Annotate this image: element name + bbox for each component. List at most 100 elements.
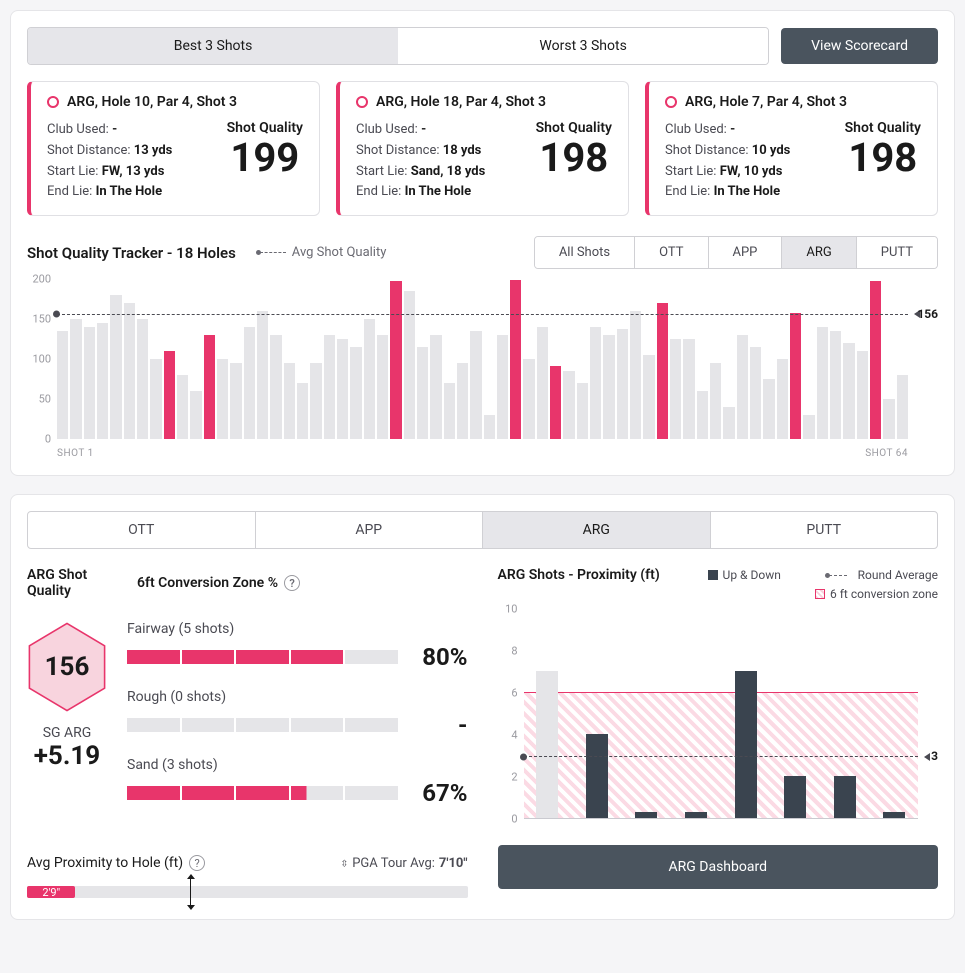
bottom-tab-ott[interactable]: OTT — [28, 512, 256, 548]
tracker-x-labels: SHOT 1 SHOT 64 — [57, 448, 908, 459]
tracker-bar[interactable] — [830, 331, 841, 439]
tracker-bar[interactable] — [364, 319, 375, 439]
tracker-bar[interactable] — [763, 379, 774, 439]
conversion-zone-list: Fairway (5 shots) 80% Rough (0 shots) - … — [127, 621, 468, 825]
tracker-bar[interactable] — [777, 359, 788, 439]
tracker-bar[interactable] — [324, 335, 335, 439]
tracker-bar[interactable] — [124, 303, 135, 439]
bottom-tab-arg[interactable]: ARG — [483, 512, 711, 548]
tracker-bar[interactable] — [230, 363, 241, 439]
tracker-tab-arg[interactable]: ARG — [782, 237, 856, 268]
tracker-bar[interactable] — [723, 407, 734, 439]
tracker-bar[interactable] — [404, 291, 415, 439]
tracker-bar[interactable] — [737, 335, 748, 439]
tracker-bar[interactable] — [630, 311, 641, 439]
tracker-bar[interactable] — [97, 323, 108, 439]
tracker-bar[interactable] — [563, 371, 574, 439]
tracker-bar[interactable] — [803, 415, 814, 439]
tab-best-shots[interactable]: Best 3 Shots — [28, 28, 398, 64]
tracker-bar[interactable] — [110, 295, 121, 439]
tracker-bar[interactable] — [550, 366, 561, 440]
tracker-bar[interactable] — [270, 335, 281, 439]
tracker-bar[interactable] — [70, 319, 81, 439]
tracker-bar[interactable] — [177, 375, 188, 439]
proximity-bar[interactable] — [685, 812, 707, 818]
proximity-bar[interactable] — [883, 812, 905, 818]
tracker-bar[interactable] — [390, 281, 401, 439]
tracker-bar[interactable] — [790, 313, 801, 439]
tracker-bar[interactable] — [244, 327, 255, 439]
tab-worst-shots[interactable]: Worst 3 Shots — [398, 28, 768, 64]
sg-value: +5.19 — [27, 741, 107, 771]
tracker-bar[interactable] — [590, 327, 601, 439]
proximity-bar[interactable] — [834, 776, 856, 818]
shot-cards: ARG, Hole 10, Par 4, Shot 3 Club Used: -… — [27, 81, 938, 216]
tracker-bar[interactable] — [683, 339, 694, 439]
proximity-fill: 2'9" — [27, 886, 75, 898]
tracker-bar[interactable] — [417, 347, 428, 439]
tracker-tab-putt[interactable]: PUTT — [857, 237, 937, 268]
tracker-bar[interactable] — [164, 351, 175, 439]
tracker-bar[interactable] — [150, 359, 161, 439]
tracker-bar[interactable] — [697, 391, 708, 439]
tracker-bar[interactable] — [350, 347, 361, 439]
tracker-tab-all-shots[interactable]: All Shots — [535, 237, 635, 268]
avg-proximity-label: Avg Proximity to Hole (ft) — [27, 855, 183, 871]
tracker-bar[interactable] — [204, 335, 215, 439]
shot-card[interactable]: ARG, Hole 18, Par 4, Shot 3 Club Used: -… — [336, 81, 629, 216]
conversion-percent: 67% — [412, 779, 468, 807]
tracker-bar[interactable] — [337, 339, 348, 439]
tracker-bar[interactable] — [710, 363, 721, 439]
tracker-bar[interactable] — [843, 343, 854, 439]
tracker-bar[interactable] — [670, 339, 681, 439]
tracker-bar[interactable] — [657, 303, 668, 439]
arg-dashboard-button[interactable]: ARG Dashboard — [498, 845, 939, 889]
tracker-tab-ott[interactable]: OTT — [635, 237, 708, 268]
tracker-bar[interactable] — [57, 331, 68, 439]
tracker-bar[interactable] — [84, 327, 95, 439]
help-icon[interactable]: ? — [189, 855, 205, 871]
bottom-tab-app[interactable]: APP — [256, 512, 484, 548]
tracker-bar[interactable] — [444, 383, 455, 439]
shot-card[interactable]: ARG, Hole 7, Par 4, Shot 3 Club Used: - … — [645, 81, 938, 216]
tracker-bar[interactable] — [484, 415, 495, 439]
shot-card-title: ARG, Hole 10, Par 4, Shot 3 — [67, 94, 237, 110]
tracker-bar[interactable] — [883, 399, 894, 439]
tracker-bar[interactable] — [377, 335, 388, 439]
proximity-bar[interactable] — [635, 812, 657, 818]
tracker-bar[interactable] — [897, 375, 908, 439]
tracker-bar[interactable] — [577, 383, 588, 439]
tracker-bar[interactable] — [643, 355, 654, 439]
bottom-tab-putt[interactable]: PUTT — [711, 512, 938, 548]
proximity-bar[interactable] — [536, 671, 558, 818]
tracker-bar[interactable] — [457, 363, 468, 439]
view-scorecard-button[interactable]: View Scorecard — [781, 28, 938, 64]
tracker-bar[interactable] — [470, 331, 481, 439]
tracker-bar[interactable] — [217, 359, 228, 439]
tracker-bar[interactable] — [617, 329, 628, 439]
help-icon[interactable]: ? — [284, 575, 300, 591]
proximity-avg-value: 3 — [931, 749, 938, 763]
tracker-bar[interactable] — [430, 335, 441, 439]
tracker-bar[interactable] — [257, 311, 268, 439]
tracker-bar[interactable] — [857, 351, 868, 439]
tracker-bar[interactable] — [497, 335, 508, 439]
proximity-bar[interactable] — [784, 776, 806, 818]
proximity-bar[interactable] — [735, 671, 757, 818]
tracker-bar[interactable] — [817, 327, 828, 439]
shot-card[interactable]: ARG, Hole 10, Par 4, Shot 3 Club Used: -… — [27, 81, 320, 216]
tracker-bar[interactable] — [297, 383, 308, 439]
right-column: ARG Shots - Proximity (ft) Up & Down Rou… — [498, 567, 939, 903]
tracker-tab-app[interactable]: APP — [709, 237, 783, 268]
tracker-bar[interactable] — [537, 327, 548, 439]
tracker-bar[interactable] — [870, 281, 881, 439]
tracker-bar[interactable] — [284, 363, 295, 439]
tracker-bar[interactable] — [750, 347, 761, 439]
tracker-bar[interactable] — [510, 280, 521, 439]
tracker-bar[interactable] — [523, 359, 534, 439]
tracker-bar[interactable] — [310, 363, 321, 439]
tracker-bar[interactable] — [603, 335, 614, 439]
tracker-bar[interactable] — [190, 391, 201, 439]
proximity-bar[interactable] — [586, 734, 608, 818]
tracker-bar[interactable] — [137, 319, 148, 439]
